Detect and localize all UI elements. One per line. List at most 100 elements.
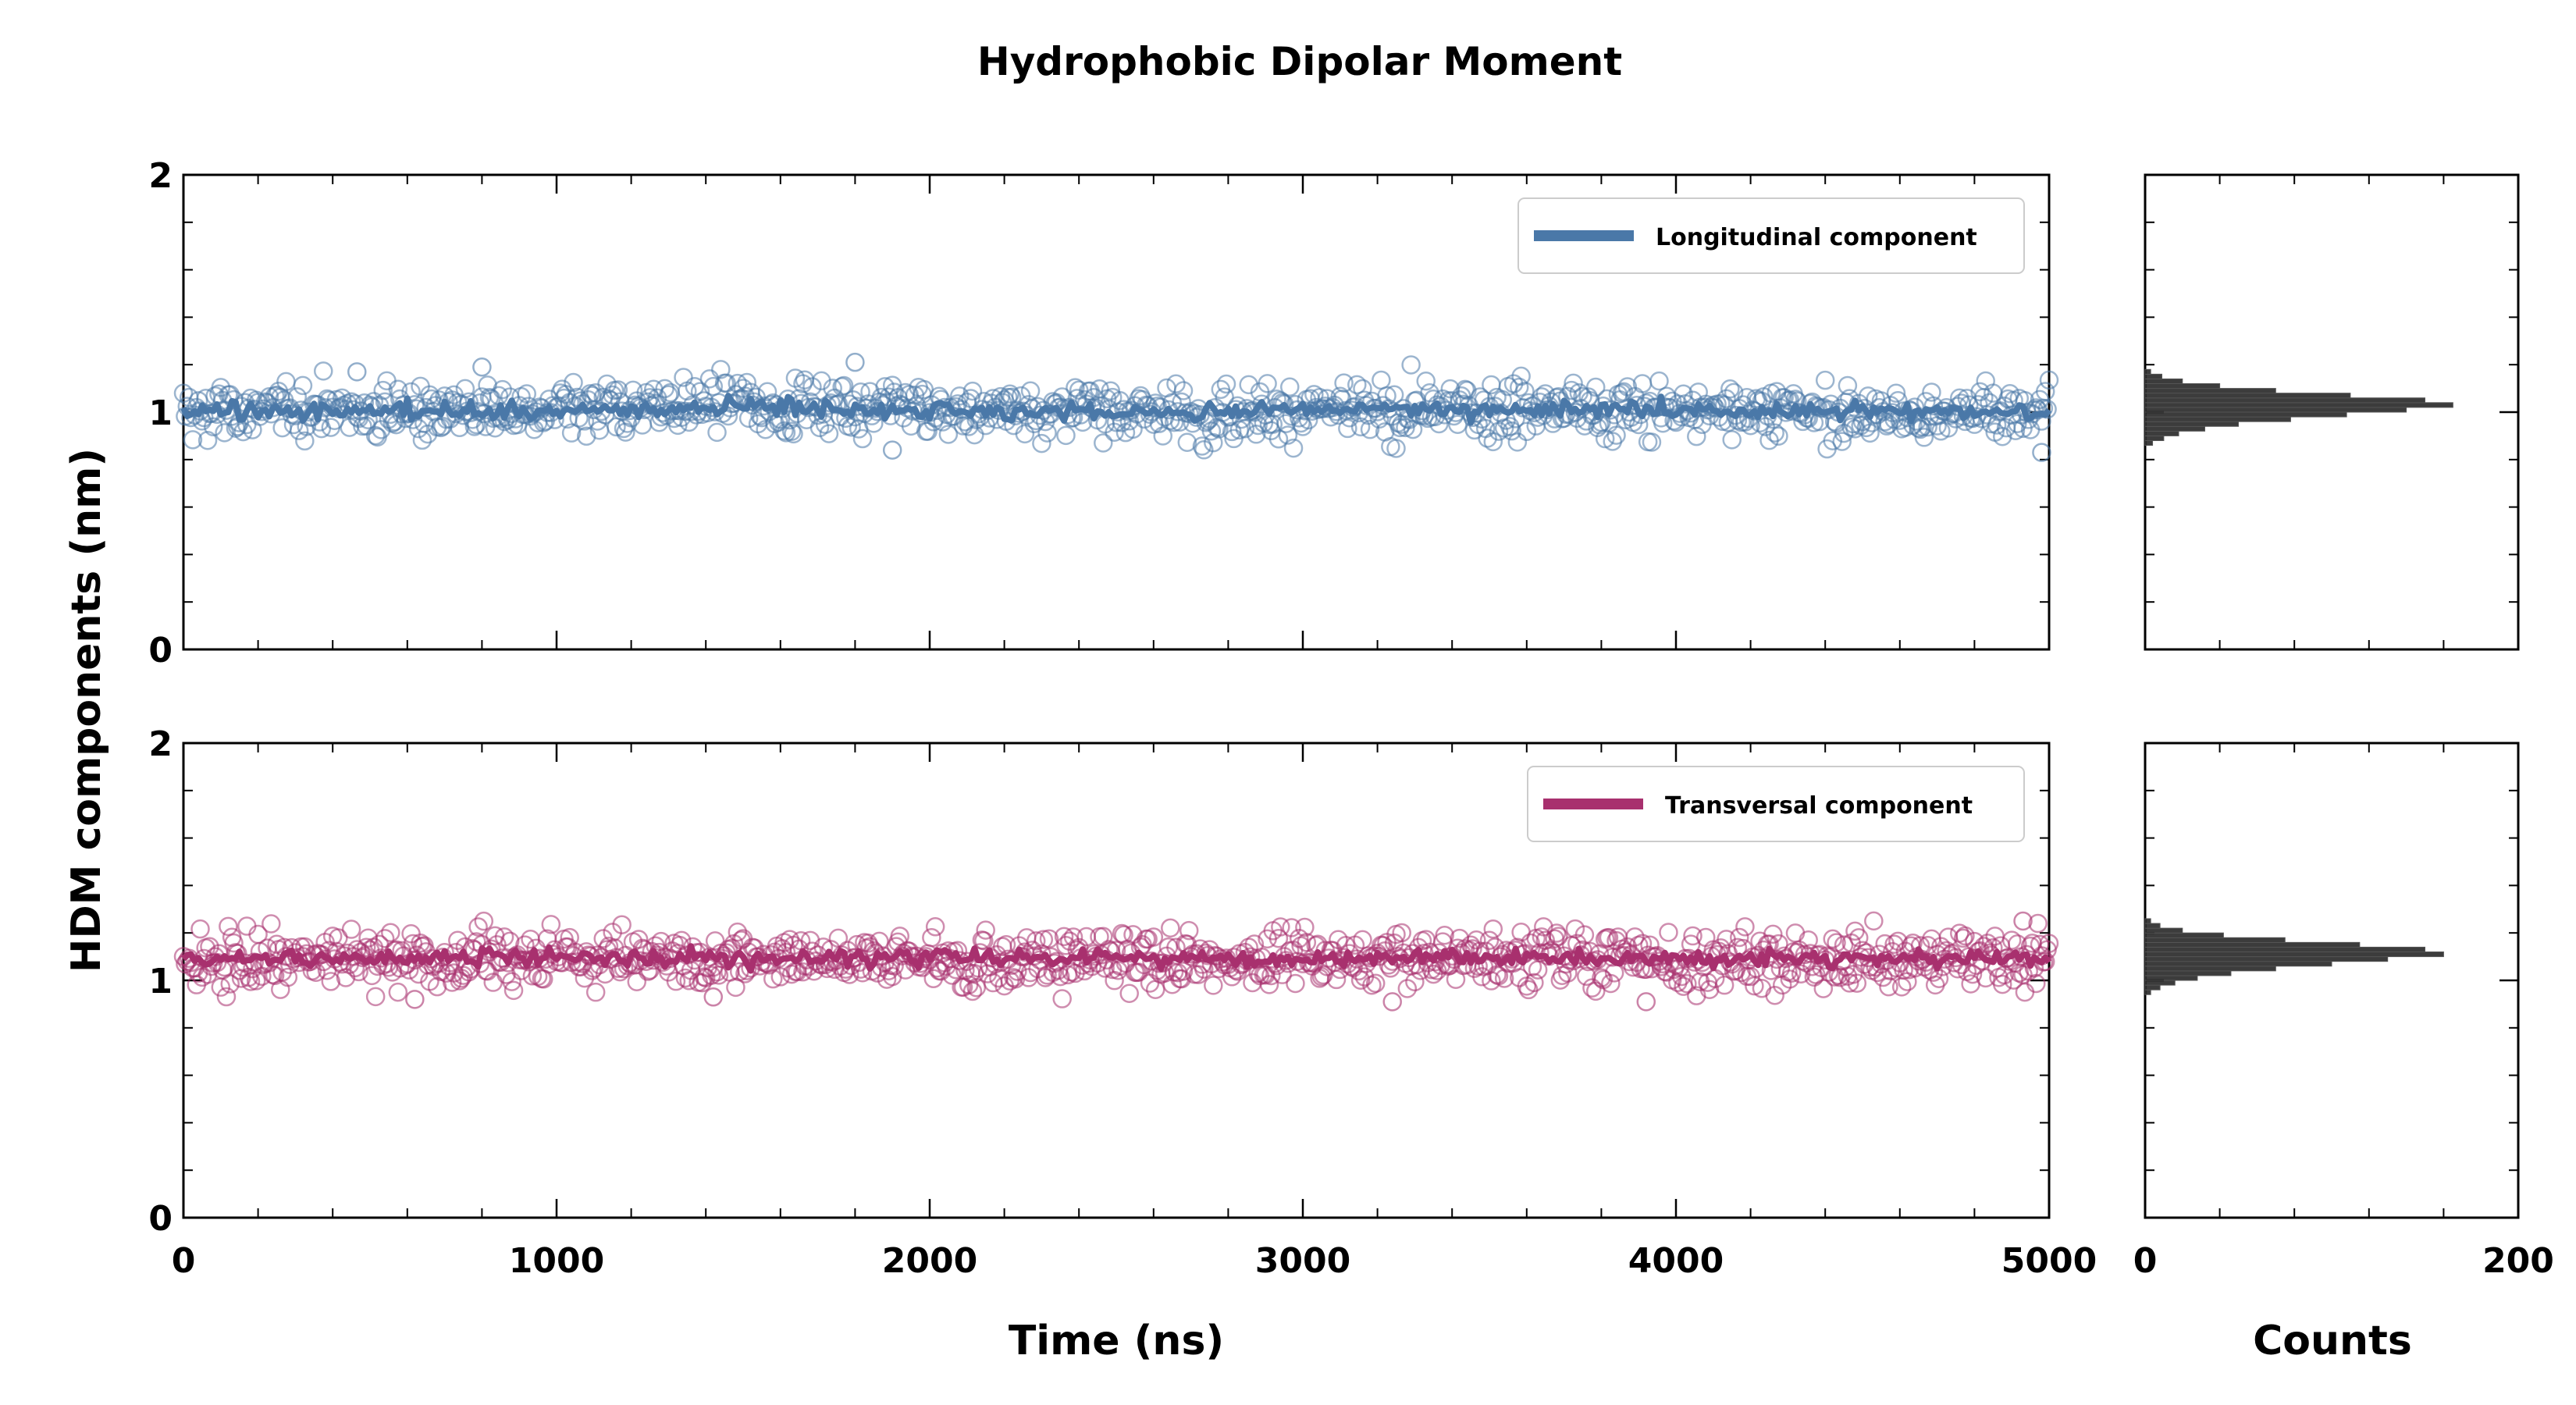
data-point — [1914, 428, 1934, 447]
data-point — [1840, 973, 1859, 993]
transversal-histogram-panel: 0 200 — [2133, 742, 2554, 1281]
data-point — [502, 972, 521, 991]
data-point — [341, 919, 361, 939]
data-point — [1401, 355, 1421, 375]
data-point — [1386, 439, 1406, 458]
data-point — [1204, 976, 1223, 995]
data-point — [455, 379, 475, 399]
data-point — [329, 928, 348, 948]
data-point — [737, 372, 757, 393]
data-point — [1509, 377, 1529, 397]
data-point — [961, 389, 980, 408]
data-point — [666, 971, 686, 991]
histogram-bar — [2144, 383, 2221, 389]
data-point — [1314, 965, 1333, 985]
data-point — [1962, 964, 1983, 984]
y-tick-label: 1 — [148, 962, 173, 1001]
data-point — [974, 931, 994, 951]
data-point — [1392, 923, 1411, 943]
data-point — [1993, 426, 2012, 446]
data-point — [1144, 927, 1164, 947]
data-point — [321, 972, 341, 991]
data-point — [774, 421, 794, 441]
data-point — [1051, 966, 1070, 987]
data-point — [1090, 927, 1109, 947]
outlier-point — [347, 362, 367, 382]
data-point — [1813, 979, 1834, 998]
data-point — [1173, 962, 1194, 981]
data-point — [2028, 913, 2048, 934]
data-point — [1659, 923, 1678, 942]
data-point — [1235, 418, 1255, 439]
data-point — [1467, 930, 1486, 950]
data-point — [1258, 374, 1277, 393]
data-point — [1860, 423, 1880, 443]
histogram-bar — [2144, 937, 2286, 943]
data-point — [1606, 425, 1626, 445]
data-point — [942, 966, 962, 985]
data-point — [1123, 419, 1143, 439]
data-point — [1565, 919, 1585, 939]
outlier-point — [1636, 992, 1656, 1012]
data-point — [1601, 973, 1621, 994]
data-point — [1095, 959, 1115, 978]
data-point — [1297, 933, 1317, 952]
data-point — [1847, 973, 1867, 993]
data-point — [1278, 425, 1298, 445]
data-point — [541, 915, 561, 934]
data-point — [1843, 965, 1863, 984]
data-point — [705, 931, 725, 951]
histogram-frame — [2144, 742, 2520, 1219]
data-point — [1564, 373, 1583, 393]
data-point — [216, 987, 237, 1007]
data-point — [875, 377, 895, 397]
data-point — [1614, 382, 1634, 402]
data-point — [612, 915, 632, 934]
data-point — [271, 980, 290, 999]
data-point — [707, 962, 727, 982]
outlier-point — [703, 987, 724, 1007]
data-point — [2008, 414, 2027, 433]
data-point — [1561, 380, 1582, 400]
data-point — [1922, 382, 1941, 402]
data-point — [819, 424, 839, 443]
data-point — [1372, 370, 1391, 390]
data-point — [1037, 423, 1057, 443]
data-point — [493, 379, 512, 400]
data-point — [1066, 378, 1085, 397]
data-point — [262, 914, 281, 934]
data-point — [561, 423, 582, 443]
histogram-bar — [2144, 407, 2407, 413]
data-point — [1517, 422, 1537, 442]
data-point — [1338, 418, 1357, 439]
data-point — [1687, 426, 1706, 446]
data-point — [237, 916, 257, 936]
data-point — [396, 955, 415, 975]
data-point — [1039, 929, 1059, 948]
legend-label: Longitudinal component — [1656, 224, 1977, 251]
data-point — [1894, 960, 1913, 980]
data-point — [211, 977, 231, 997]
data-point — [1815, 370, 1835, 390]
data-point — [1585, 377, 1606, 397]
data-point — [564, 372, 583, 393]
data-point — [2037, 400, 2057, 419]
histogram-bar — [2144, 416, 2291, 422]
data-point — [1592, 968, 1611, 987]
data-point — [1094, 927, 1113, 947]
data-point — [1925, 975, 1945, 995]
data-point — [1546, 923, 1567, 943]
legend: Transversal component — [1527, 766, 2025, 842]
data-point — [965, 425, 984, 445]
data-point — [1714, 975, 1735, 995]
data-point — [1687, 986, 1706, 1005]
data-point — [1326, 969, 1347, 990]
data-point — [717, 373, 736, 393]
data-point — [750, 406, 770, 426]
scatter-points — [173, 911, 2059, 1012]
histogram-bar — [2144, 402, 2453, 408]
data-point — [627, 972, 647, 991]
data-point — [962, 381, 983, 401]
data-point — [1054, 927, 1074, 947]
histogram-bar — [2144, 927, 2183, 934]
